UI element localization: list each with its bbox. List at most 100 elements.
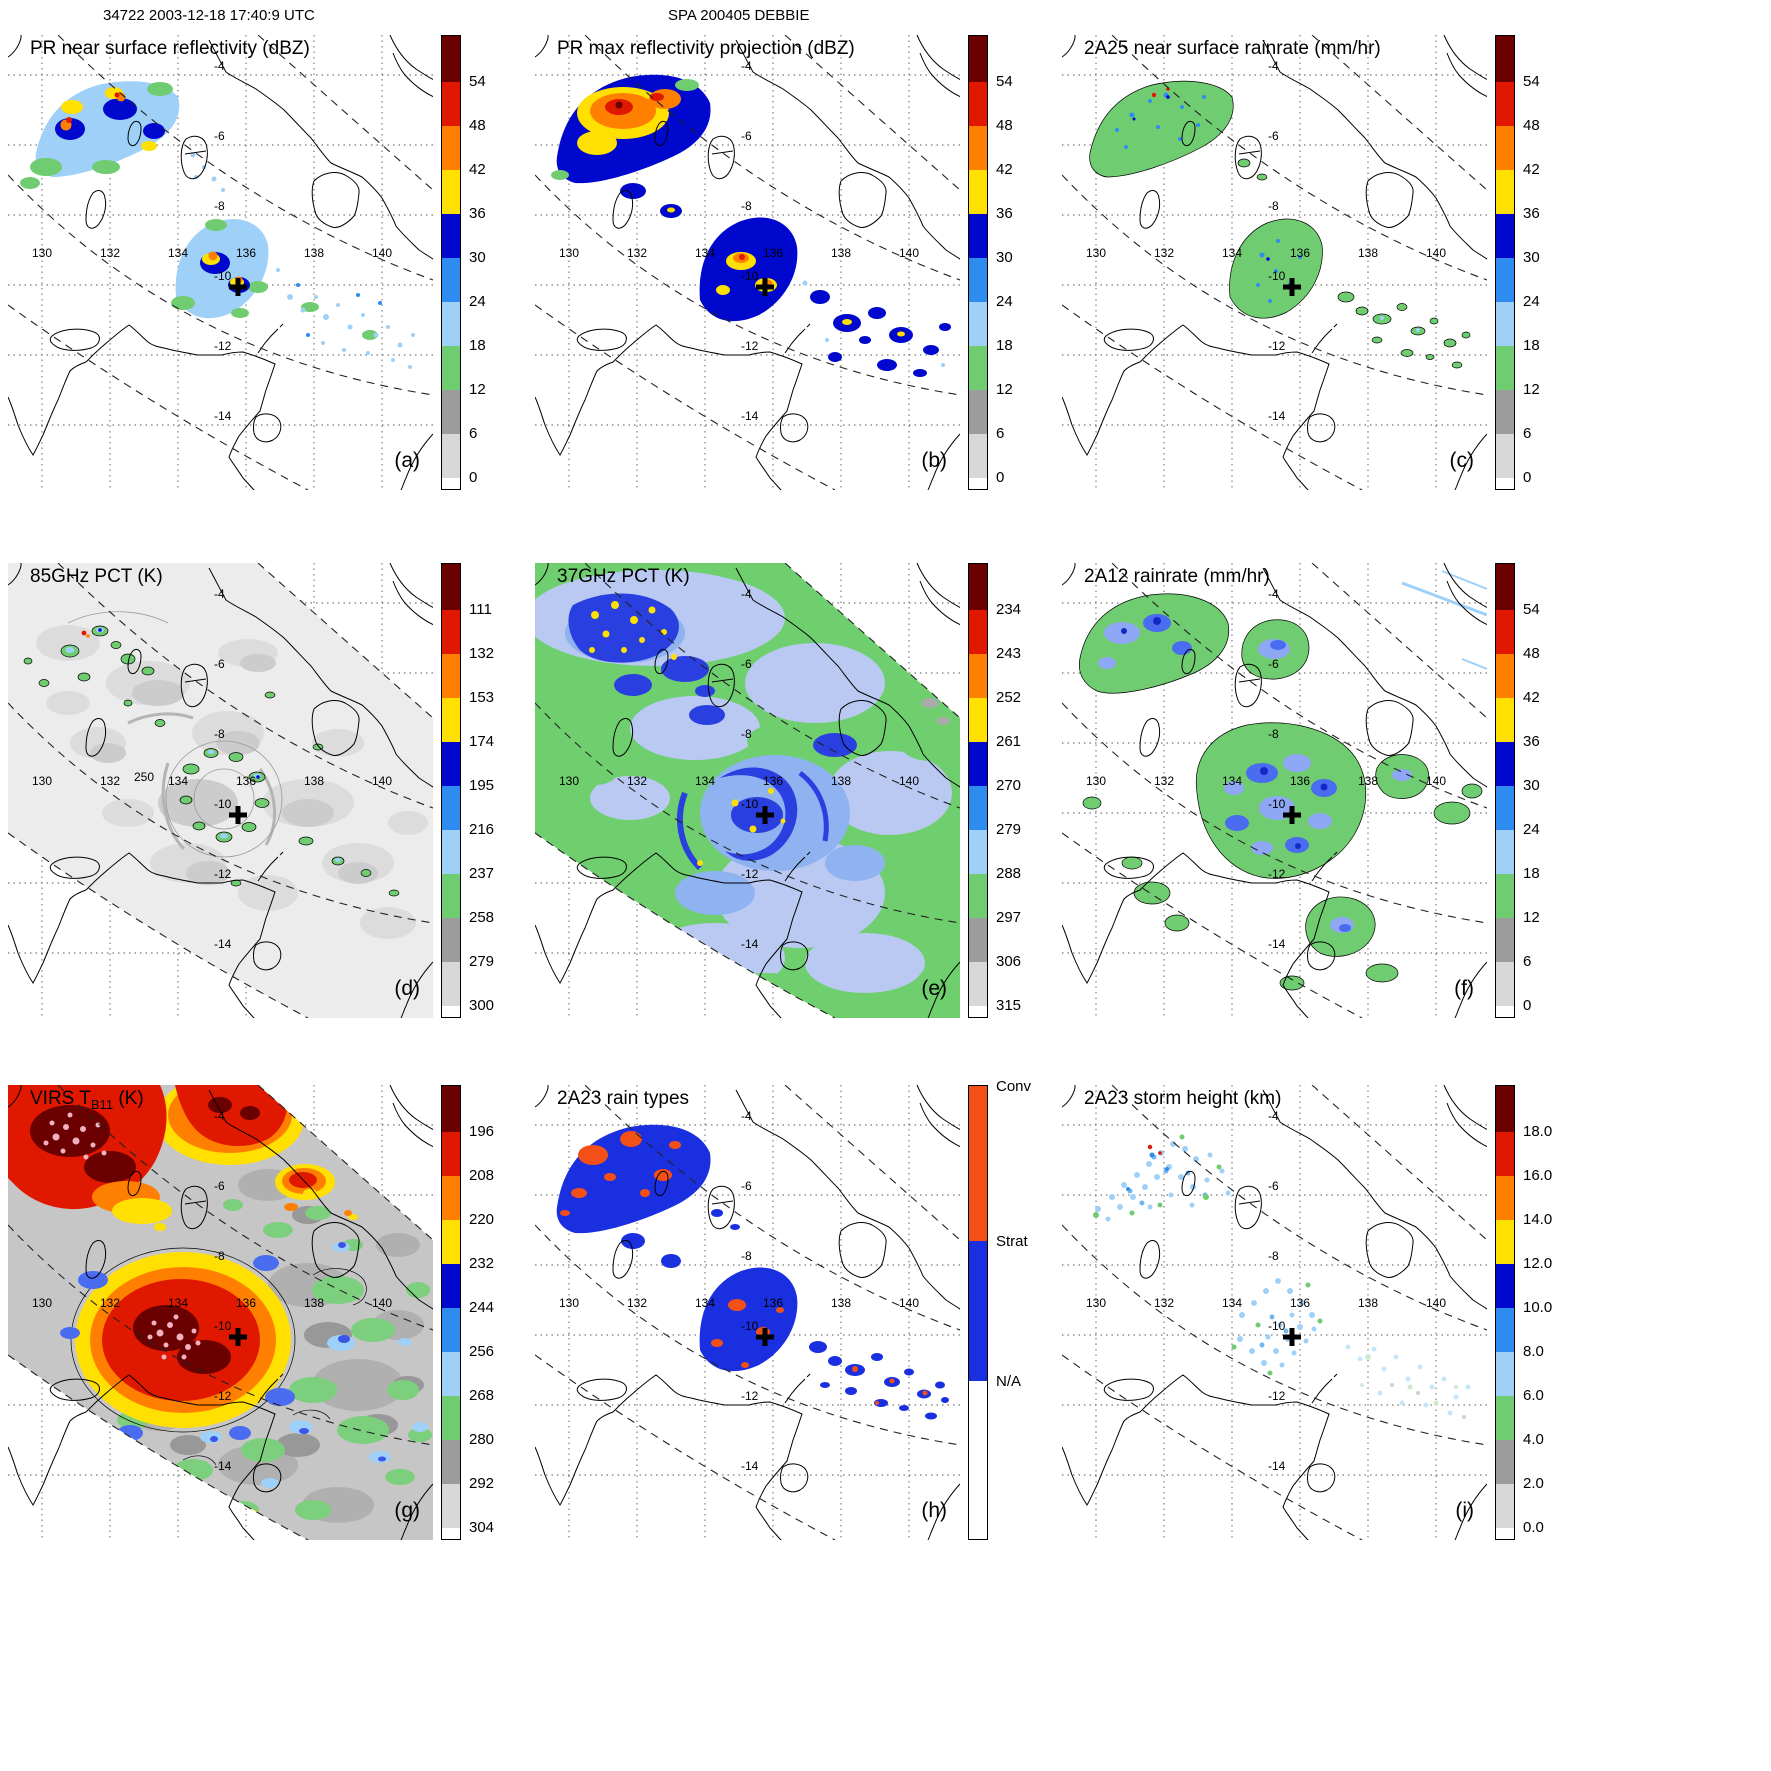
colorbar-tick: 48 bbox=[1523, 645, 1540, 662]
colorbar-tick: 292 bbox=[469, 1475, 495, 1492]
colorbar-band bbox=[969, 346, 987, 390]
lat-label: -6 bbox=[741, 657, 752, 671]
colorbar-tick: 54 bbox=[469, 73, 486, 90]
colorbar-band bbox=[969, 918, 987, 962]
lon-label: 130 bbox=[32, 246, 52, 260]
colorbar-band bbox=[442, 1006, 460, 1017]
colorbar bbox=[968, 1085, 988, 1540]
colorbar bbox=[1495, 563, 1515, 1018]
lon-label: 130 bbox=[1086, 246, 1106, 260]
colorbar-band bbox=[442, 1264, 460, 1308]
colorbar-band bbox=[442, 302, 460, 346]
colorbar-tick: 6 bbox=[996, 425, 1005, 442]
lat-label: -10 bbox=[1268, 797, 1286, 811]
colorbar-band bbox=[1496, 1220, 1514, 1264]
colorbar-tick: 24 bbox=[1523, 293, 1540, 310]
colorbar-band bbox=[969, 564, 987, 610]
lon-label: 134 bbox=[695, 246, 715, 260]
colorbar-tick: 24 bbox=[1523, 821, 1540, 838]
colorbar-band bbox=[442, 258, 460, 302]
map-e: (e) 130 132 134 136 138 140 -4 -6 -8 -10 -12 -14 bbox=[535, 563, 960, 1018]
lon-label: 140 bbox=[1426, 1296, 1446, 1310]
colorbar-category-label: Conv bbox=[996, 1078, 1032, 1095]
colorbar-band bbox=[1496, 742, 1514, 786]
lat-label: -10 bbox=[214, 269, 232, 283]
panel-tag: (d) bbox=[394, 977, 420, 1000]
lat-label: -10 bbox=[214, 797, 232, 811]
colorbar-band bbox=[1496, 1132, 1514, 1176]
colorbar-band bbox=[969, 654, 987, 698]
lat-label: -12 bbox=[741, 339, 759, 353]
colorbar-band bbox=[969, 610, 987, 654]
colorbar-tick: 36 bbox=[996, 205, 1013, 222]
colorbar-band bbox=[969, 170, 987, 214]
colorbar-tick: 54 bbox=[1523, 73, 1540, 90]
lat-label: -8 bbox=[214, 199, 225, 213]
colorbar-band bbox=[969, 874, 987, 918]
colorbar-tick: 306 bbox=[996, 953, 1022, 970]
panel-title: 85GHz PCT (K) bbox=[30, 566, 163, 587]
colorbar-band bbox=[442, 1352, 460, 1396]
colorbar-band bbox=[1496, 1176, 1514, 1220]
colorbar-tick: 220 bbox=[469, 1211, 495, 1228]
lat-label: -14 bbox=[741, 937, 759, 951]
colorbar-band bbox=[442, 1484, 460, 1528]
lon-label: 136 bbox=[236, 774, 256, 788]
rainrate-field bbox=[1078, 570, 1487, 991]
panel-2a23-rain-types: (h) 130 132 134 136 138 140 -4 -6 -8 -10 -12 -14 2A… bbox=[535, 1078, 1062, 1555]
colorbar-band bbox=[969, 258, 987, 302]
colorbar-band bbox=[969, 698, 987, 742]
colorbar bbox=[1495, 35, 1515, 490]
colorbar-band bbox=[1496, 962, 1514, 1006]
colorbar-tick: 54 bbox=[1523, 601, 1540, 618]
lat-label: -10 bbox=[1268, 269, 1286, 283]
map-c: (c) 130 132 134 136 138 140 -4 -6 -8 -10 -12 -14 bbox=[1062, 35, 1487, 490]
colorbar-tick: 30 bbox=[996, 249, 1013, 266]
colorbar-band bbox=[1496, 1352, 1514, 1396]
colorbar-tick: 232 bbox=[469, 1255, 495, 1272]
colorbar-tick: 280 bbox=[469, 1431, 495, 1448]
lon-label: 138 bbox=[304, 246, 324, 260]
lat-label: -4 bbox=[214, 59, 225, 73]
lat-label: -10 bbox=[741, 797, 759, 811]
colorbar-tick: 216 bbox=[469, 821, 495, 838]
colorbar-tick: 30 bbox=[1523, 249, 1540, 266]
lon-label: 130 bbox=[1086, 1296, 1106, 1310]
lat-label: -8 bbox=[1268, 199, 1279, 213]
colorbar-category-label: Strat bbox=[996, 1233, 1028, 1250]
panel-title: 2A12 rainrate (mm/hr) bbox=[1084, 566, 1270, 587]
colorbar-band bbox=[969, 1086, 987, 1241]
lat-label: -12 bbox=[214, 867, 232, 881]
colorbar-tick: 36 bbox=[469, 205, 486, 222]
colorbar-band bbox=[1496, 346, 1514, 390]
panel-title: 2A23 rain types bbox=[557, 1088, 690, 1109]
colorbar bbox=[441, 1085, 461, 1540]
lon-label: 138 bbox=[1358, 1296, 1378, 1310]
colorbar-band bbox=[442, 830, 460, 874]
map-d: (d) 130 132 134 136 138 140 -4 -6 -8 -10 -12 -14 250 bbox=[8, 563, 433, 1018]
lat-label: -8 bbox=[214, 1249, 225, 1263]
colorbar-tick: 0 bbox=[1523, 469, 1532, 486]
panel-tag: (i) bbox=[1455, 1499, 1474, 1522]
colorbar-tick: 18 bbox=[1523, 865, 1540, 882]
panel-tag: (h) bbox=[921, 1499, 947, 1522]
colorbar-tick: 237 bbox=[469, 865, 495, 882]
colorbar-tick: 12 bbox=[469, 381, 486, 398]
lon-label: 134 bbox=[695, 1296, 715, 1310]
lon-label: 132 bbox=[100, 774, 120, 788]
colorbar-band bbox=[1496, 1484, 1514, 1528]
colorbar-band bbox=[1496, 698, 1514, 742]
colorbar-tick: 42 bbox=[469, 161, 486, 178]
colorbar-tick: 315 bbox=[996, 997, 1022, 1014]
panel-virs-tb11: (g) 130 132 134 136 138 140 -4 -6 -8 -10 -12 -14 VI… bbox=[8, 1085, 535, 1555]
lon-label: 130 bbox=[1086, 774, 1106, 788]
colorbar-tick: 256 bbox=[469, 1343, 495, 1360]
colorbar-band bbox=[1496, 258, 1514, 302]
colorbar-band bbox=[1496, 786, 1514, 830]
lat-label: -14 bbox=[214, 937, 232, 951]
colorbar-band bbox=[442, 1440, 460, 1484]
colorbar-band bbox=[969, 786, 987, 830]
colorbar-band bbox=[442, 1086, 460, 1132]
panel-pr-near-surface-reflectivity: (a) 130 132 134 136 138 140 -4 -6 -8 -10 -12 -14 PR… bbox=[8, 35, 535, 505]
lat-label: -6 bbox=[214, 129, 225, 143]
